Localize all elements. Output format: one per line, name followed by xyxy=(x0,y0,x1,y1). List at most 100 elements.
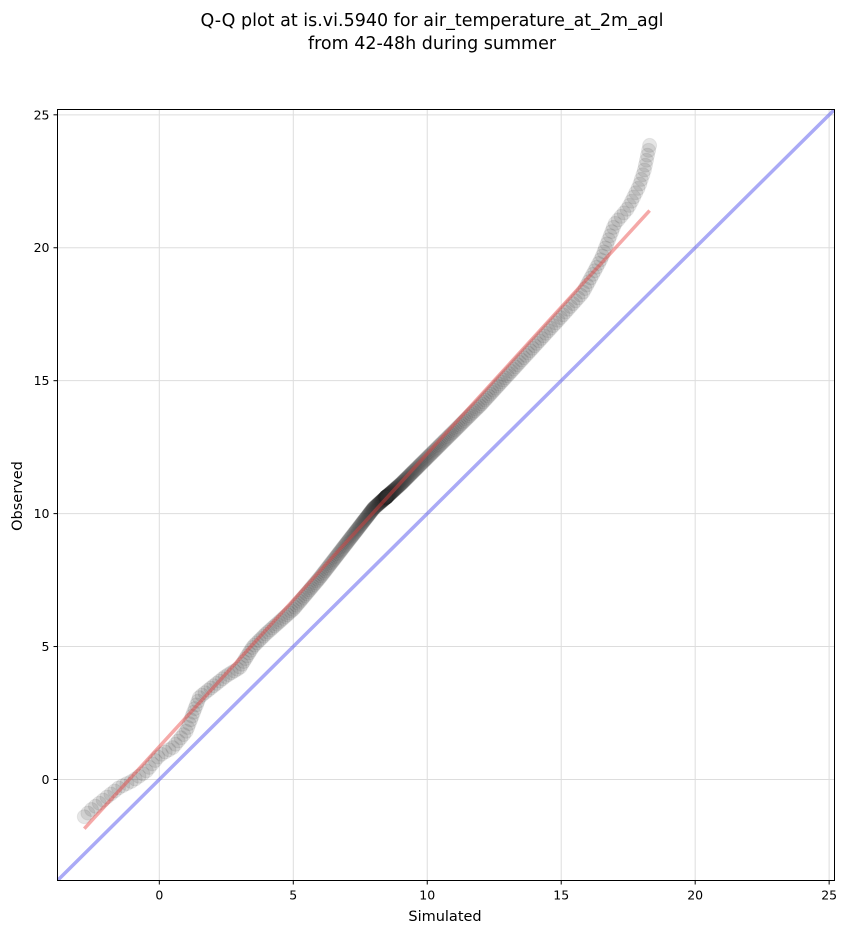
quantile-point xyxy=(563,299,578,314)
quantile-point xyxy=(486,382,502,398)
quantile-point xyxy=(570,290,586,306)
quantile-point xyxy=(292,593,308,609)
quantile-point xyxy=(449,420,465,436)
quantile-point xyxy=(568,293,583,309)
quantile-point xyxy=(181,716,197,732)
quantile-point xyxy=(385,483,401,499)
quantile-point xyxy=(372,495,387,511)
quantile-point xyxy=(200,682,216,698)
quantile-point xyxy=(589,259,605,275)
quantile-point xyxy=(509,357,525,373)
quantile-point xyxy=(386,482,402,498)
quantile-point xyxy=(361,507,376,523)
quantile-point xyxy=(408,461,424,477)
quantile-point xyxy=(365,501,381,517)
quantile-point xyxy=(253,631,269,646)
quantile-point xyxy=(635,167,651,183)
quantile-point xyxy=(366,500,382,516)
quantile-point xyxy=(455,414,471,430)
quantile-point xyxy=(401,468,417,484)
quantile-point xyxy=(435,434,451,450)
quantile-point xyxy=(107,783,123,799)
quantile-point xyxy=(386,483,402,498)
quantile-point xyxy=(356,513,372,529)
quantile-point xyxy=(465,405,481,420)
quantile-point xyxy=(499,368,515,384)
quantile-point xyxy=(453,416,469,432)
quantile-point xyxy=(359,509,375,525)
quantile-point xyxy=(632,176,648,192)
quantile-point xyxy=(636,162,652,178)
quantile-point xyxy=(206,678,222,694)
quantile-point xyxy=(378,489,394,505)
quantile-point xyxy=(212,673,228,689)
quantile-point xyxy=(439,430,455,446)
quantile-point xyxy=(492,376,507,392)
quantile-point xyxy=(402,467,417,483)
quantile-point xyxy=(378,489,394,505)
quantile-point xyxy=(442,428,458,444)
quantile-points xyxy=(76,137,658,825)
quantile-point xyxy=(407,462,423,478)
quantile-point xyxy=(170,733,186,749)
quantile-point xyxy=(321,558,337,574)
quantile-point xyxy=(375,492,391,508)
quantile-point xyxy=(610,212,626,228)
quantile-point xyxy=(341,533,356,549)
quantile-point xyxy=(378,489,394,505)
quantile-point xyxy=(376,491,392,507)
quantile-point xyxy=(384,484,400,500)
quantile-point xyxy=(220,667,236,683)
quantile-point xyxy=(553,310,568,326)
quantile-point xyxy=(507,359,523,375)
quantile-point xyxy=(223,665,239,681)
quantile-point xyxy=(329,548,345,563)
quantile-point xyxy=(405,464,421,480)
quantile-point xyxy=(186,704,202,720)
quantile-point xyxy=(337,538,353,554)
quantile-point xyxy=(176,727,192,743)
quantile-point xyxy=(378,490,394,505)
quantile-point xyxy=(262,622,278,638)
quantile-point xyxy=(375,492,391,508)
chart-title-line-2: from 42-48h during summer xyxy=(308,34,557,54)
quantile-point xyxy=(150,749,166,765)
quantile-point xyxy=(374,493,390,509)
quantile-point xyxy=(597,240,613,256)
quantile-point xyxy=(335,541,350,556)
x-tick-label: 25 xyxy=(821,888,837,903)
quantile-point xyxy=(393,476,409,492)
quantile-point xyxy=(538,325,554,341)
quantile-point xyxy=(111,780,126,796)
quantile-point xyxy=(187,701,203,717)
quantile-point xyxy=(383,485,399,501)
quantile-point xyxy=(642,137,658,153)
quantile-point xyxy=(514,352,530,368)
quantile-point xyxy=(382,485,398,501)
quantile-point xyxy=(579,277,595,293)
quantile-point xyxy=(184,708,200,724)
quantile-point xyxy=(548,315,564,331)
quantile-point xyxy=(361,506,377,522)
quantile-point xyxy=(484,384,500,400)
quantile-point xyxy=(410,459,426,475)
quantile-point xyxy=(300,584,316,600)
quantile-point xyxy=(153,746,169,762)
quantile-point xyxy=(613,208,629,224)
quantile-point xyxy=(281,605,297,621)
quantile-point xyxy=(431,438,447,454)
quantile-point xyxy=(398,471,414,487)
quantile-point xyxy=(495,372,511,388)
quantile-point xyxy=(381,487,397,503)
quantile-point xyxy=(353,516,369,532)
quantile-point xyxy=(497,370,513,386)
quantile-point xyxy=(215,671,230,687)
quantile-point xyxy=(362,506,378,521)
quantile-point xyxy=(273,612,289,628)
quantile-point xyxy=(411,458,427,474)
quantile-point xyxy=(326,552,342,568)
quantile-point xyxy=(298,586,314,602)
quantile-point xyxy=(378,489,394,505)
quantile-point xyxy=(103,786,119,802)
